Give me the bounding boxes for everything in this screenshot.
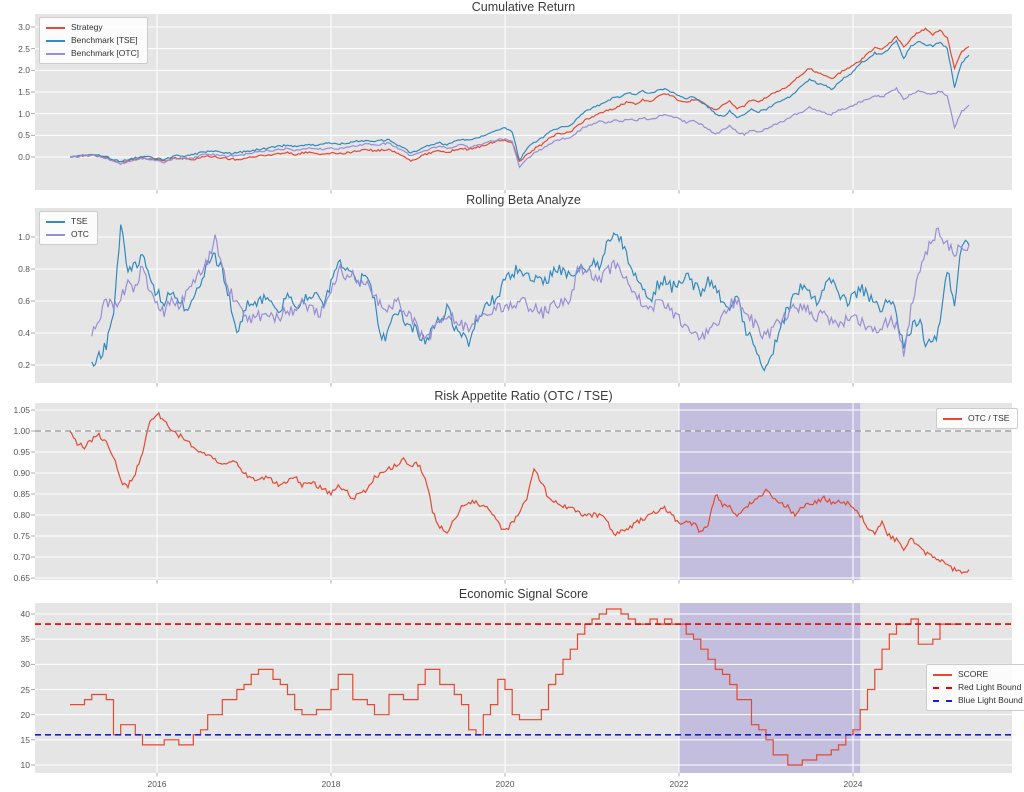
legend-swatch-line — [46, 220, 65, 223]
series-Benchmark [OTC] — [69, 86, 970, 169]
y-tick-label: 1.0 — [18, 108, 30, 119]
x-tick-label: 2022 — [669, 779, 689, 789]
legend-label: OTC — [71, 229, 89, 239]
series-TSE — [91, 224, 970, 372]
legend-item: Blue Light Bound — [933, 694, 1023, 707]
y-tick-label: 25 — [20, 684, 30, 695]
y-tick-label: 2.5 — [18, 43, 30, 54]
legend-swatch-line — [46, 39, 65, 42]
y-tick-label: 0.2 — [18, 360, 30, 370]
legend-label: Benchmark [TSE] — [71, 35, 138, 45]
panel4-title: Economic Signal Score — [458, 587, 589, 601]
legend-item: Benchmark [TSE] — [46, 34, 139, 47]
x-tick-label: 2018 — [321, 779, 341, 789]
y-tick-label: 3.0 — [18, 22, 30, 32]
y-tick-label: 1.05 — [13, 405, 30, 415]
y-tick-label: 30 — [20, 659, 30, 670]
y-tick-label: 0.0 — [18, 152, 30, 162]
panel-4 — [31, 603, 1012, 777]
panel3-title: Risk Appetite Ratio (OTC / TSE) — [434, 389, 613, 403]
y-tick-label: 0.6 — [18, 296, 30, 306]
legend-label: Blue Light Bound — [958, 695, 1023, 705]
x-tick-label: 2016 — [147, 779, 167, 789]
legend-item: OTC / TSE — [943, 412, 1009, 425]
x-tick-label: 2020 — [495, 779, 515, 789]
y-tick-label: 35 — [20, 634, 30, 645]
y-tick-label: 40 — [20, 609, 30, 619]
y-tick-label: 0.8 — [18, 264, 30, 274]
legend-swatch-line — [46, 52, 65, 55]
y-tick-label: 0.85 — [13, 489, 30, 499]
series-Benchmark [TSE] — [69, 39, 970, 163]
legend-label: SCORE — [958, 669, 989, 679]
legend-label: TSE — [71, 216, 88, 226]
y-tick-label: 0.95 — [13, 447, 30, 457]
legend-label: Benchmark [OTC] — [71, 48, 140, 58]
panel1-title: Cumulative Return — [471, 0, 576, 14]
legend-box: Strategy Benchmark [TSE] Benchmark [OTC] — [39, 17, 149, 64]
y-tick-label: 0.5 — [18, 130, 30, 141]
legend-box: SCORE Red Light Bound Blue Light Bound — [926, 664, 1024, 711]
series-Strategy — [70, 27, 970, 163]
y-tick-label: 1.5 — [18, 87, 30, 97]
panel-1 — [31, 14, 1012, 194]
y-tick-label: 1.00 — [13, 426, 30, 436]
panel2-title: Rolling Beta Analyze — [466, 193, 581, 207]
legend-box: TSE OTC — [39, 211, 98, 245]
legend-swatch-line — [46, 233, 65, 236]
legend-label: OTC / TSE — [968, 413, 1010, 423]
y-tick-label: 0.4 — [18, 328, 30, 338]
y-tick-label: 1.0 — [18, 232, 30, 242]
legend-swatch-line — [933, 686, 952, 689]
y-tick-label: 0.80 — [13, 510, 30, 520]
panel-3 — [31, 403, 1012, 584]
highlight-span — [679, 403, 861, 580]
legend-swatch-line — [943, 417, 962, 420]
legend-swatch-line — [933, 699, 952, 702]
series-SCORE — [70, 608, 962, 766]
legend-box: OTC / TSE — [936, 408, 1019, 429]
legend-item: Strategy — [46, 21, 139, 34]
legend-item: Red Light Bound — [933, 681, 1023, 694]
panel-2 — [31, 208, 1012, 387]
y-tick-label: 2.0 — [18, 65, 30, 76]
x-tick-label: 2024 — [843, 779, 863, 789]
legend-item: TSE — [46, 215, 89, 228]
legend-label: Strategy — [71, 22, 103, 32]
y-tick-label: 0.75 — [13, 531, 30, 541]
legend-swatch-line — [46, 26, 65, 29]
y-tick-label: 15 — [20, 734, 30, 745]
legend-item: Benchmark [OTC] — [46, 47, 139, 60]
series-OTC — [91, 227, 970, 357]
y-tick-label: 0.70 — [13, 552, 30, 562]
y-tick-label: 20 — [20, 709, 30, 720]
y-tick-label: 0.90 — [13, 468, 30, 478]
legend-item: SCORE — [933, 668, 1023, 681]
legend-item: OTC — [46, 228, 89, 241]
legend-label: Red Light Bound — [958, 682, 1022, 692]
highlight-span — [679, 603, 861, 773]
series-OTC / TSE — [69, 411, 970, 575]
y-tick-label: 0.65 — [13, 573, 30, 583]
legend-swatch-line — [933, 673, 952, 676]
y-tick-label: 10 — [20, 760, 30, 770]
